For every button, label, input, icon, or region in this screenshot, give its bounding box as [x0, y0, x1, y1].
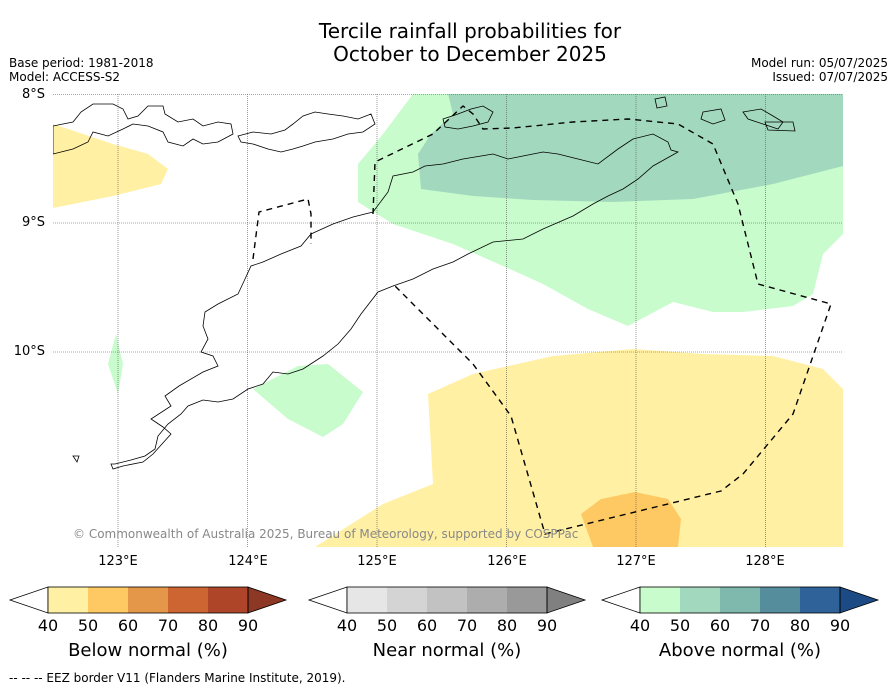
- lon-label-128e: 128°E: [745, 554, 785, 569]
- below-tick-50: 50: [77, 616, 99, 635]
- small-island-2: [700, 108, 726, 125]
- above-normal-50-region: [418, 94, 843, 202]
- coastlines: [53, 96, 796, 470]
- colorbar-near-arrow-right: [546, 586, 587, 614]
- colorbar-above-label: Above normal (%): [658, 640, 822, 661]
- colorbar-above-arrow-left: [600, 586, 641, 614]
- colorbar-near-label: Near normal (%): [372, 640, 522, 661]
- eez-border: [252, 105, 832, 535]
- colorbar-above-bin-1: [640, 587, 680, 613]
- colorbar-above-bin-2: [680, 587, 720, 613]
- colorbar-above-arrow-right: [839, 586, 880, 614]
- near-tick-90: 90: [536, 616, 558, 635]
- above-tick-50: 50: [669, 616, 691, 635]
- colorbar-above-bin-4: [760, 587, 800, 613]
- lat-label-10s: 10°S: [13, 344, 45, 359]
- near-tick-60: 60: [416, 616, 438, 635]
- colorbar-above: [600, 586, 880, 614]
- colorbar-near-bin-4: [467, 587, 507, 613]
- small-island-5: [72, 455, 80, 463]
- colorbar-near-bin-3: [427, 587, 467, 613]
- title-line-1: Tercile rainfall probabilities for: [318, 19, 622, 43]
- lon-label-127e: 127°E: [616, 554, 656, 569]
- chart-title: Tercile rainfall probabilities for Octob…: [0, 20, 896, 66]
- colorbar-above-bin-5: [800, 587, 840, 613]
- timor-coastline: [110, 133, 680, 470]
- above-tick-40: 40: [629, 616, 651, 635]
- colorbar-below-bin-4: [168, 587, 208, 613]
- above-normal-region-south: [253, 364, 363, 437]
- lon-label-125e: 125°E: [357, 554, 397, 569]
- colorbar-below-label: Below normal (%): [68, 640, 228, 661]
- colorbar-below-bin-1: [48, 587, 88, 613]
- meta-right: Model run: 05/07/2025 Issued: 07/07/2025: [751, 56, 888, 84]
- small-island-4: [764, 121, 796, 132]
- colorbar-below-bin-5: [208, 587, 248, 613]
- eez-border-oecusse: [252, 198, 312, 260]
- map-gridlines: [53, 94, 843, 547]
- lat-label-8s: 8°S: [21, 87, 45, 102]
- small-island-1: [654, 96, 668, 109]
- below-normal-region-south: [315, 349, 843, 547]
- issued-date: Issued: 07/07/2025: [772, 70, 888, 84]
- colorbar-below-bin-3: [128, 587, 168, 613]
- near-tick-70: 70: [456, 616, 478, 635]
- below-tick-60: 60: [117, 616, 139, 635]
- copyright-notice: © Commonwealth of Australia 2025, Bureau…: [73, 527, 578, 541]
- colorbar-below-bin-2: [88, 587, 128, 613]
- below-tick-90: 90: [237, 616, 259, 635]
- above-tick-90: 90: [829, 616, 851, 635]
- below-tick-80: 80: [197, 616, 219, 635]
- above-normal-region-sliver: [108, 334, 123, 394]
- near-tick-50: 50: [376, 616, 398, 635]
- model-run: Model run: 05/07/2025: [750, 56, 888, 70]
- lon-label-123e: 123°E: [98, 554, 138, 569]
- alor-coastline: [237, 111, 376, 153]
- base-period: Base period: 1981-2018: [9, 56, 154, 70]
- model-name: Model: ACCESS-S2: [9, 70, 121, 84]
- colorbar-near: [307, 586, 587, 614]
- wetar-coastline: [442, 105, 494, 130]
- lon-label-124e: 124°E: [228, 554, 268, 569]
- small-island-3: [742, 108, 784, 130]
- title-line-2: October to December 2025: [333, 42, 607, 66]
- eez-footer-note: -- -- -- EEZ border V11 (Flanders Marine…: [9, 671, 346, 685]
- near-tick-40: 40: [336, 616, 358, 635]
- flores-coastline: [53, 103, 234, 155]
- colorbar-below-arrow-right: [247, 586, 288, 614]
- near-tick-80: 80: [496, 616, 518, 635]
- colorbar-near-bin-1: [347, 587, 387, 613]
- lon-label-126e: 126°E: [487, 554, 527, 569]
- colorbar-below-arrow-left: [8, 586, 49, 614]
- above-tick-60: 60: [709, 616, 731, 635]
- colorbar-near-arrow-left: [307, 586, 348, 614]
- meta-left: Base period: 1981-2018 Model: ACCESS-S2: [9, 56, 154, 84]
- colorbar-below: [8, 586, 288, 614]
- lat-label-9s: 9°S: [21, 215, 45, 230]
- above-tick-80: 80: [789, 616, 811, 635]
- below-normal-50-region: [581, 492, 681, 547]
- colorbar-above-bin-3: [720, 587, 760, 613]
- below-tick-40: 40: [37, 616, 59, 635]
- colorbars: [8, 586, 880, 614]
- colorbar-near-bin-2: [387, 587, 427, 613]
- map-panel: © Commonwealth of Australia 2025, Bureau…: [53, 94, 843, 547]
- below-tick-70: 70: [157, 616, 179, 635]
- above-tick-70: 70: [749, 616, 771, 635]
- eez-border-timor-leste: [372, 105, 832, 535]
- colorbar-near-bin-5: [507, 587, 547, 613]
